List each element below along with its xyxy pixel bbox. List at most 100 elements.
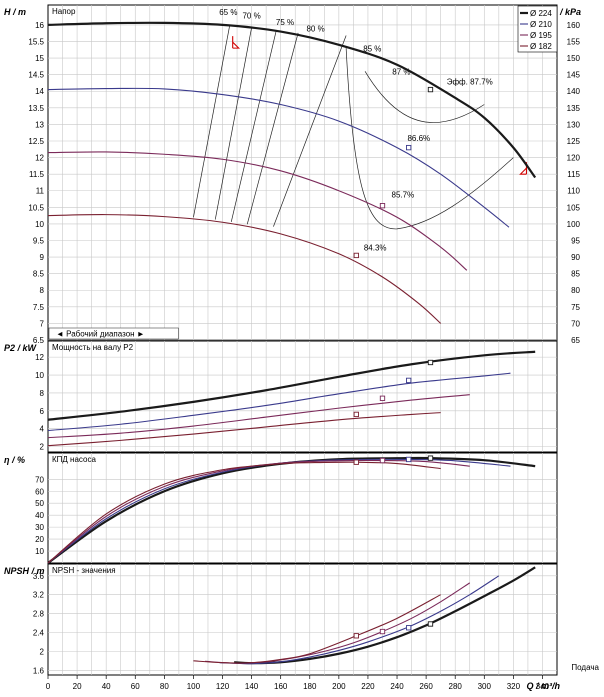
x-axis-title: Подача	[571, 663, 599, 672]
y-tick-label: 60	[35, 487, 44, 496]
operating-point-marker	[353, 252, 359, 259]
y-tick-label: 11	[36, 187, 45, 196]
panel-frame	[47, 340, 558, 453]
series-line-Ø 224	[47, 21, 537, 179]
operating-point-marker	[379, 457, 386, 464]
operating-point-marker	[379, 395, 386, 401]
efficiency-iso-line	[230, 30, 277, 223]
y-tick-label: 50	[35, 499, 44, 508]
series-line-Ø 210	[47, 87, 510, 228]
y-tick-label: 40	[35, 511, 44, 520]
y-tick-label: 2.8	[33, 610, 45, 619]
legend-label: Ø 182	[530, 42, 552, 51]
x-tick-label: 80	[160, 682, 169, 691]
y-tick-label: 30	[35, 523, 44, 532]
series-line-Ø 224	[47, 350, 536, 421]
y-tick-label: 10.5	[28, 203, 44, 212]
y-tick-label: 8.5	[33, 270, 45, 279]
y-tick-label: 9.5	[33, 236, 45, 245]
x-axis-unit: Q / m³/h	[527, 681, 561, 691]
panel-title: Мощность на валу P2	[52, 343, 134, 352]
operating-point-marker	[406, 377, 412, 384]
panel-frame	[47, 452, 558, 564]
efficiency-label: 87 %	[392, 68, 410, 77]
efficiency-label: 65 %	[219, 8, 237, 17]
x-tick-label: 260	[419, 682, 433, 691]
y-tick-label: 3.2	[33, 591, 45, 600]
series-line-Ø 182	[47, 214, 442, 324]
legend-label: Ø 224	[530, 9, 552, 18]
panel-title: КПД насоса	[52, 455, 96, 464]
y-tick-label: 9	[40, 253, 45, 262]
y-tick-label-right: 140	[567, 87, 581, 96]
x-tick-label: 200	[332, 682, 346, 691]
working-range-label: ◄ Рабочий диапазон ►	[56, 330, 145, 339]
series-line-Ø 195	[47, 459, 470, 564]
x-tick-label: 240	[390, 682, 404, 691]
y-tick-label: 10	[35, 220, 44, 229]
efficiency-label: 86.6%	[407, 134, 430, 143]
series-line-Ø 210	[219, 575, 500, 665]
series-line-Ø 210	[47, 372, 511, 432]
y-tick-label-right: 155	[567, 37, 581, 46]
efficiency-loop	[345, 48, 514, 230]
y-tick-label-right: 110	[567, 187, 580, 196]
y-tick-label-right: 125	[567, 137, 581, 146]
y-tick-label: 10	[35, 547, 44, 556]
operating-point-marker	[427, 359, 434, 366]
y-tick-label-right: 100	[567, 220, 581, 229]
operating-point-marker	[406, 456, 412, 463]
y-tick-label: 12.5	[28, 137, 44, 146]
y-tick-label-right: 150	[567, 54, 581, 63]
efficiency-label: Эфф. 87.7%	[447, 78, 493, 87]
efficiency-iso-line	[214, 27, 252, 220]
x-tick-label: 0	[46, 682, 51, 691]
y-tick-label-right: 65	[571, 336, 580, 345]
operating-point-marker	[406, 144, 412, 151]
operating-point-marker	[427, 455, 434, 461]
y-tick-label: 7.5	[33, 303, 45, 312]
operating-point-marker	[406, 625, 412, 631]
legend-label: Ø 210	[530, 20, 552, 29]
x-tick-label: 140	[245, 682, 259, 691]
y-tick-label: 8	[40, 286, 45, 295]
y-tick-label-right: 85	[571, 270, 580, 279]
x-tick-label: 300	[478, 682, 492, 691]
panel-frame	[47, 4, 558, 341]
y-tick-label: 13	[35, 120, 44, 129]
efficiency-iso-line	[246, 32, 299, 225]
y-tick-label: 6	[40, 407, 45, 416]
y-tick-label: 7	[40, 319, 45, 328]
y-tick-label: 12	[35, 154, 44, 163]
y-tick-label: 14.5	[28, 71, 44, 80]
efficiency-label: 75 %	[276, 18, 294, 27]
y-tick-label-right: 145	[567, 71, 581, 80]
legend-label: Ø 195	[530, 31, 552, 40]
x-tick-label: 280	[449, 682, 463, 691]
y-tick-label: 13.5	[28, 104, 44, 113]
y-tick-label-right: 95	[571, 236, 580, 245]
y-tick-label: 2	[40, 647, 45, 656]
panel-frame	[47, 563, 558, 676]
panel-title: NPSH - значения	[52, 566, 116, 575]
y-tick-label: 2.4	[33, 628, 45, 637]
series-line-Ø 182	[193, 594, 441, 664]
x-tick-label: 40	[102, 682, 111, 691]
panel-title: Напор	[52, 7, 76, 16]
efficiency-iso-line	[193, 24, 231, 218]
efficiency-label: 70 %	[242, 11, 260, 20]
y-tick-label: 15.5	[28, 37, 44, 46]
y-tick-label: 70	[35, 475, 44, 484]
working-range-box	[48, 327, 179, 340]
x-tick-label: 180	[303, 682, 317, 691]
x-tick-label: 60	[131, 682, 140, 691]
y-tick-label-right: 115	[567, 170, 580, 179]
y-tick-label: 15	[35, 54, 44, 63]
x-tick-label: 220	[361, 682, 375, 691]
x-tick-label: 120	[216, 682, 230, 691]
operating-point-marker	[353, 633, 359, 639]
x-tick-label: 160	[274, 682, 288, 691]
y-tick-label-right: 75	[571, 303, 580, 312]
x-tick-label: 340	[536, 682, 550, 691]
